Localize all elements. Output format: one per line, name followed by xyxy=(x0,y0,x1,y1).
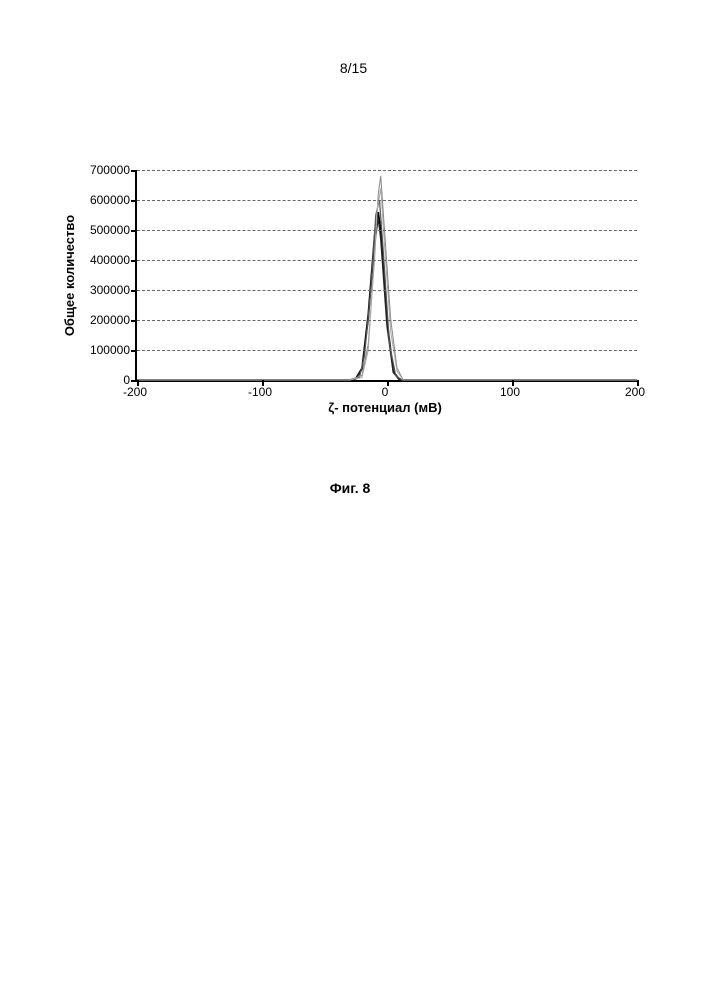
figure: Общее количество ζ- потенциал (мВ) 01000… xyxy=(50,160,650,496)
x-tick-label: 0 xyxy=(355,385,415,399)
y-tick-mark xyxy=(131,290,137,292)
y-tick-label: 500000 xyxy=(60,223,130,237)
y-tick-mark xyxy=(131,200,137,202)
y-tick-label: 700000 xyxy=(60,163,130,177)
x-tick-label: 100 xyxy=(480,385,540,399)
y-tick-label: 100000 xyxy=(60,343,130,357)
y-tick-mark xyxy=(131,230,137,232)
zeta-potential-chart: Общее количество ζ- потенциал (мВ) 01000… xyxy=(50,160,650,420)
x-tick-label: -200 xyxy=(105,385,165,399)
page: 8/15 Общее количество ζ- потенциал (мВ) … xyxy=(0,0,707,1000)
y-tick-label: 200000 xyxy=(60,313,130,327)
grid-line xyxy=(137,350,637,351)
grid-line xyxy=(137,170,637,171)
y-tick-mark xyxy=(131,350,137,352)
grid-line xyxy=(137,290,637,291)
grid-line xyxy=(137,260,637,261)
x-tick-label: 200 xyxy=(605,385,665,399)
y-tick-label: 600000 xyxy=(60,193,130,207)
grid-line xyxy=(137,230,637,231)
data-series xyxy=(137,188,637,380)
grid-line xyxy=(137,320,637,321)
x-tick-label: -100 xyxy=(230,385,290,399)
y-tick-mark xyxy=(131,320,137,322)
y-tick-label: 400000 xyxy=(60,253,130,267)
y-tick-mark xyxy=(131,170,137,172)
grid-line xyxy=(137,200,637,201)
chart-svg xyxy=(137,170,637,380)
y-tick-mark xyxy=(131,260,137,262)
x-axis-label: ζ- потенциал (мВ) xyxy=(135,400,635,415)
figure-caption: Фиг. 8 xyxy=(50,480,650,496)
y-tick-label: 300000 xyxy=(60,283,130,297)
page-number: 8/15 xyxy=(0,60,707,76)
data-series xyxy=(137,212,637,380)
plot-area xyxy=(135,170,637,382)
